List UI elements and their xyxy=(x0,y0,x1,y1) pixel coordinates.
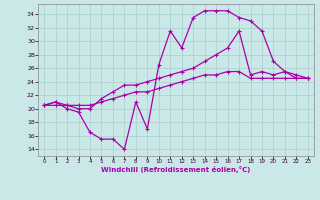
X-axis label: Windchill (Refroidissement éolien,°C): Windchill (Refroidissement éolien,°C) xyxy=(101,166,251,173)
